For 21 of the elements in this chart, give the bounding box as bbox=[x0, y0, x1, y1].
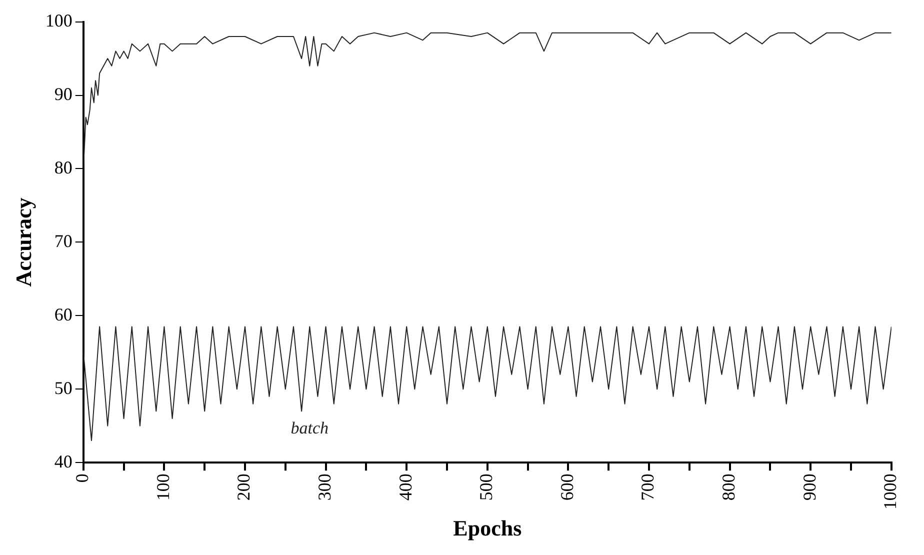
y-tick-label: 90 bbox=[54, 84, 72, 104]
y-tick-label: 70 bbox=[54, 230, 72, 251]
y-tick-label: 80 bbox=[54, 157, 72, 178]
x-tick-label: 100 bbox=[152, 474, 173, 501]
x-tick-label: 1000 bbox=[880, 474, 900, 510]
x-axis-title: Epochs bbox=[453, 515, 522, 540]
y-tick-label: 100 bbox=[45, 10, 72, 31]
x-tick-label: 800 bbox=[718, 474, 739, 501]
y-tick-label: 50 bbox=[54, 378, 72, 398]
y-axis-title: Accuracy bbox=[10, 198, 36, 287]
x-tick-label: 600 bbox=[556, 474, 577, 501]
x-tick-label: 200 bbox=[234, 474, 254, 501]
y-tick-label: 60 bbox=[54, 304, 72, 324]
x-tick-label: 300 bbox=[314, 474, 335, 501]
x-tick-label: 0 bbox=[72, 474, 92, 483]
x-tick-label: 700 bbox=[638, 474, 658, 501]
series-label: batch bbox=[290, 418, 329, 438]
x-tick-label: 400 bbox=[395, 474, 416, 501]
y-tick-label: 40 bbox=[54, 451, 72, 472]
x-tick-label: 500 bbox=[476, 474, 496, 501]
x-tick-label: 900 bbox=[799, 474, 820, 501]
